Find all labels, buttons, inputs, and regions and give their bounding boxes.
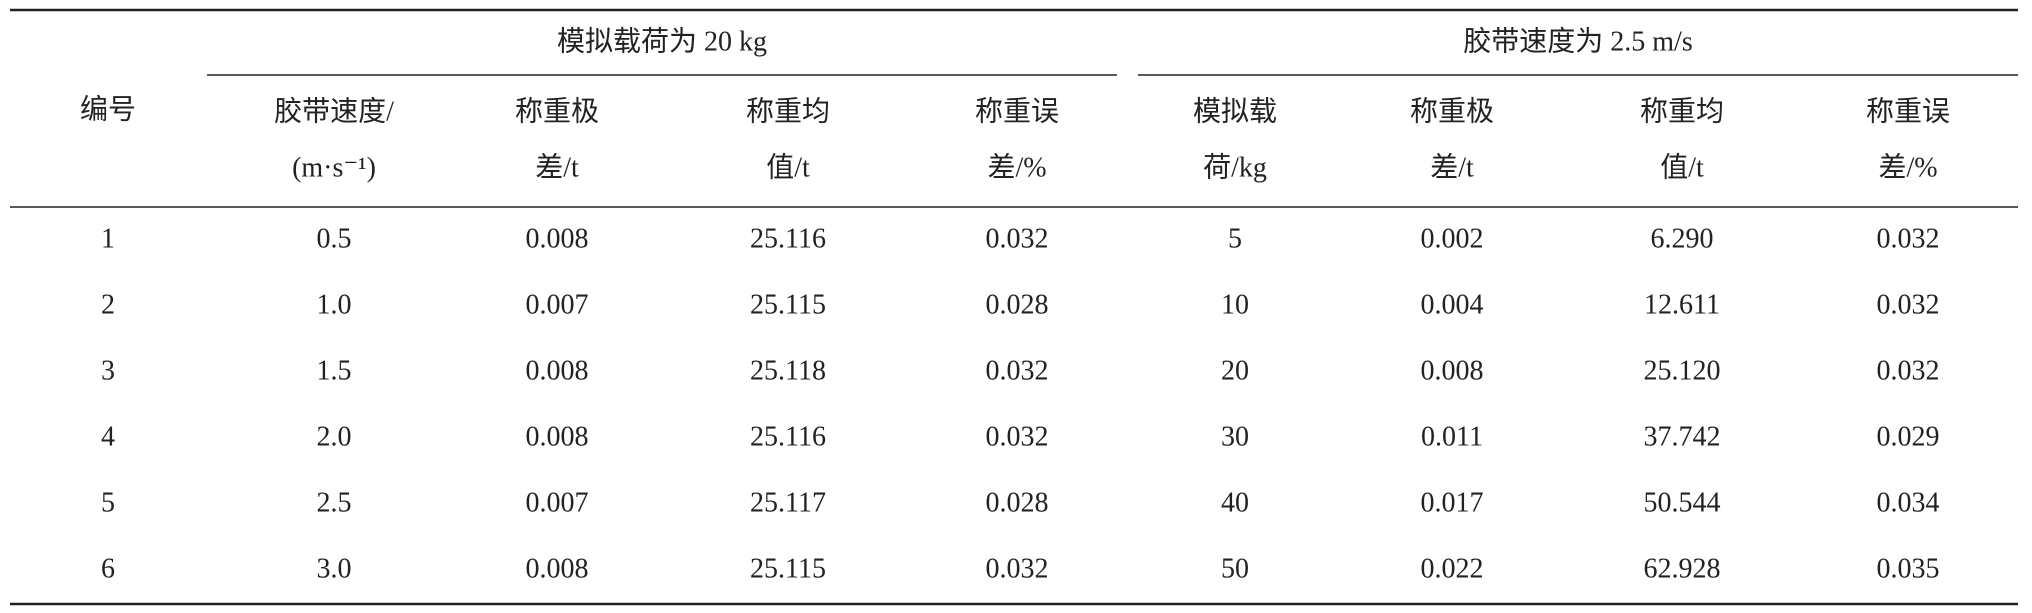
cell: 0.002 bbox=[1421, 223, 1484, 254]
cell: 0.032 bbox=[1877, 223, 1940, 254]
cell: 0.028 bbox=[986, 487, 1049, 518]
column-header: 称重误 bbox=[975, 95, 1059, 127]
cell: 3 bbox=[101, 355, 115, 386]
cell: 0.022 bbox=[1421, 553, 1484, 584]
cell: 0.029 bbox=[1877, 421, 1940, 452]
column-header: (m·s⁻¹) bbox=[292, 152, 376, 183]
cell: 2.5 bbox=[317, 487, 352, 518]
cell: 6 bbox=[101, 553, 115, 584]
cell: 0.032 bbox=[986, 421, 1049, 452]
cell: 5 bbox=[1228, 223, 1242, 254]
cell: 0.017 bbox=[1421, 487, 1484, 518]
cell: 30 bbox=[1221, 421, 1249, 452]
cell: 0.5 bbox=[317, 223, 352, 254]
column-header: 值/t bbox=[766, 151, 810, 183]
column-header: 差/% bbox=[1878, 151, 1937, 183]
cell: 0.034 bbox=[1877, 487, 1940, 518]
cell: 0.028 bbox=[986, 289, 1049, 320]
cell: 50 bbox=[1221, 553, 1249, 584]
cell: 1.0 bbox=[317, 289, 352, 320]
cell: 0.032 bbox=[986, 553, 1049, 584]
cell: 0.035 bbox=[1877, 553, 1940, 584]
column-header: 称重极 bbox=[515, 95, 599, 127]
cell: 25.120 bbox=[1644, 355, 1721, 386]
cell: 20 bbox=[1221, 355, 1249, 386]
cell: 2.0 bbox=[317, 421, 352, 452]
column-header: 胶带速度/ bbox=[274, 95, 394, 127]
column-header: 值/t bbox=[1660, 151, 1704, 183]
cell: 25.116 bbox=[750, 421, 826, 452]
cell: 0.032 bbox=[1877, 289, 1940, 320]
cell: 6.290 bbox=[1651, 223, 1714, 254]
column-header: 模拟载 bbox=[1193, 95, 1277, 127]
column-header: 称重误 bbox=[1866, 95, 1950, 127]
cell: 25.117 bbox=[750, 487, 826, 518]
column-header: 称重均 bbox=[746, 95, 830, 127]
cell: 0.032 bbox=[986, 355, 1049, 386]
cell: 0.008 bbox=[526, 223, 589, 254]
cell: 0.004 bbox=[1421, 289, 1484, 320]
cell: 25.118 bbox=[750, 355, 826, 386]
cell: 50.544 bbox=[1644, 487, 1721, 518]
cell: 25.115 bbox=[750, 553, 826, 584]
cell: 37.742 bbox=[1644, 421, 1721, 452]
cell: 0.008 bbox=[526, 553, 589, 584]
column-header: 差/% bbox=[987, 151, 1046, 183]
cell: 0.032 bbox=[986, 223, 1049, 254]
column-header: 差/t bbox=[535, 151, 579, 183]
cell: 2 bbox=[101, 289, 115, 320]
column-header: 称重极 bbox=[1410, 95, 1494, 127]
cell: 62.928 bbox=[1644, 553, 1721, 584]
cell: 4 bbox=[101, 421, 115, 452]
cell: 0.032 bbox=[1877, 355, 1940, 386]
cell: 12.611 bbox=[1644, 289, 1720, 320]
cell: 0.008 bbox=[526, 421, 589, 452]
cell: 5 bbox=[101, 487, 115, 518]
cell: 0.011 bbox=[1421, 421, 1483, 452]
cell: 0.007 bbox=[526, 487, 589, 518]
cell: 0.007 bbox=[526, 289, 589, 320]
cell: 1.5 bbox=[317, 355, 352, 386]
cell: 3.0 bbox=[317, 553, 352, 584]
column-header: 差/t bbox=[1430, 151, 1474, 183]
cell: 10 bbox=[1221, 289, 1249, 320]
group-header: 胶带速度为 2.5 m/s bbox=[1463, 25, 1692, 57]
cell: 1 bbox=[101, 223, 115, 254]
column-header: 荷/kg bbox=[1203, 151, 1267, 183]
cell: 25.115 bbox=[750, 289, 826, 320]
cell: 40 bbox=[1221, 487, 1249, 518]
cell: 0.008 bbox=[1421, 355, 1484, 386]
row-header: 编号 bbox=[80, 93, 136, 125]
cell: 0.008 bbox=[526, 355, 589, 386]
column-header: 称重均 bbox=[1640, 95, 1724, 127]
group-header: 模拟载荷为 20 kg bbox=[557, 25, 767, 57]
cell: 25.116 bbox=[750, 223, 826, 254]
